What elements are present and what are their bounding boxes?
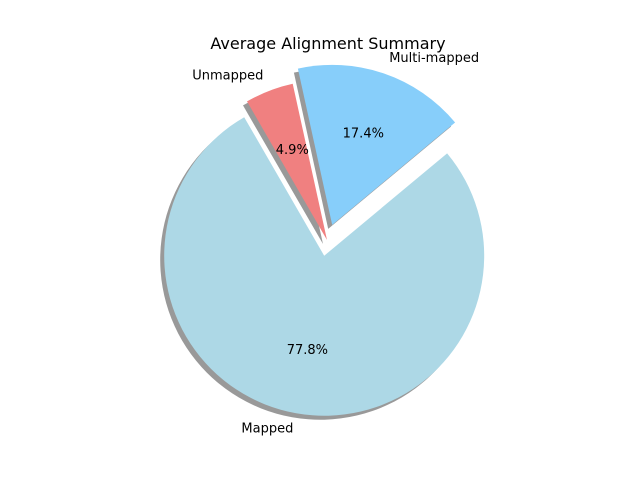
- slice-label-unmapped: Unmapped: [192, 68, 263, 83]
- slice-percent-unmapped: 4.9%: [276, 143, 309, 158]
- pie-wedges: [164, 64, 485, 416]
- slice-label-multi-mapped: Multi-mapped: [389, 51, 479, 66]
- chart-title: Average Alignment Summary: [210, 34, 445, 53]
- slice-label-mapped: Mapped: [241, 422, 293, 437]
- pie-slice-multi-mapped: [297, 64, 456, 225]
- pie-slice-unmapped: [247, 83, 327, 241]
- slice-percent-multi-mapped: 17.4%: [343, 127, 384, 142]
- slice-percent-mapped: 77.8%: [287, 343, 328, 358]
- pie-slice-mapped: [164, 117, 485, 416]
- pie-labels: Mapped 77.8% Multi-mapped 17.4% Unmapped 4.9%: [192, 51, 479, 437]
